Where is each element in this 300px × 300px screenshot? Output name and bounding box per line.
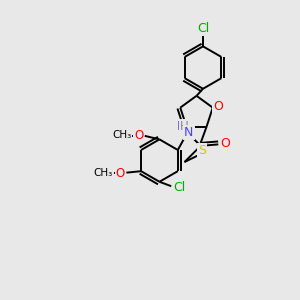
Text: Cl: Cl: [197, 22, 209, 34]
Text: O: O: [220, 137, 230, 150]
Text: H: H: [180, 120, 189, 133]
Text: O: O: [116, 167, 125, 180]
Text: O: O: [134, 129, 143, 142]
Text: Cl: Cl: [173, 181, 186, 194]
Text: N: N: [176, 120, 186, 133]
Text: CH₃: CH₃: [94, 168, 113, 178]
Text: CH₃: CH₃: [112, 130, 131, 140]
Text: N: N: [184, 125, 194, 139]
Text: O: O: [213, 100, 223, 113]
Text: S: S: [198, 144, 206, 157]
